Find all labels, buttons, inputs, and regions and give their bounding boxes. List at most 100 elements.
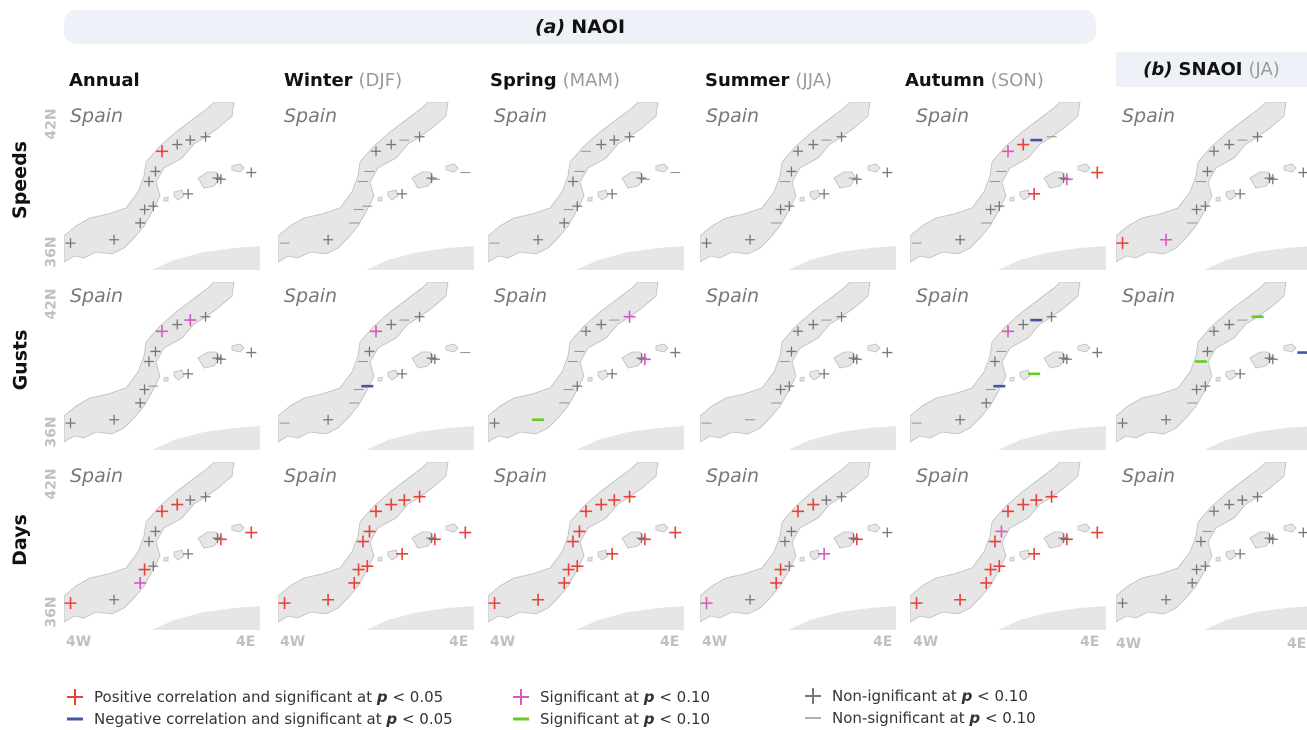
lon-label-4e: 4E [236, 634, 256, 650]
balearic-island [799, 196, 805, 202]
spain-map-label: Spain [70, 285, 124, 307]
balearic-island [163, 376, 169, 382]
station-marker-positive-nonsig [607, 188, 618, 199]
map-panel: Spain [278, 462, 474, 630]
spain-map-label: Spain [284, 285, 338, 307]
balearic-island [1077, 163, 1091, 173]
station-marker-positive-sig05 [595, 498, 608, 511]
station-marker-positive-sig05 [398, 494, 411, 507]
balearic-island [1019, 189, 1031, 201]
station-marker-positive-nonsig [143, 356, 154, 367]
legend-item-negative-05: Negative correlation and significant at … [64, 708, 453, 730]
station-marker-positive-sig10 [638, 353, 651, 366]
spain-map-label: Spain [494, 465, 548, 487]
station-marker-positive-nonsig [397, 188, 408, 199]
legend-item-positive-10: Significant at p < 0.10 [510, 686, 710, 708]
station-marker-positive-sig05 [993, 560, 1006, 573]
station-marker-positive-sig05 [356, 535, 369, 548]
station-marker-positive-nonsig [1202, 346, 1213, 357]
balearic-island [809, 369, 821, 381]
station-marker-positive-nonsig [808, 319, 819, 330]
station-marker-positive-nonsig [148, 201, 159, 212]
station-marker-positive-nonsig [1058, 533, 1069, 544]
map-panel: Spain [64, 462, 260, 630]
legend-group-ns: Non-ignificant at p < 0.10 Non-significa… [802, 685, 1036, 729]
station-marker-positive-sig10 [623, 310, 636, 323]
station-marker-positive-nonsig [200, 131, 211, 142]
station-marker-positive-nonsig [150, 346, 161, 357]
station-marker-positive-nonsig [1092, 347, 1103, 358]
station-marker-positive-nonsig [1195, 536, 1206, 547]
col-header-spring: Spring (MAM) [490, 70, 620, 91]
station-marker-positive-sig05 [488, 597, 501, 610]
station-marker-positive-nonsig [784, 381, 795, 392]
station-marker-positive-sig05 [980, 576, 993, 589]
balearic-island [1283, 163, 1297, 173]
spain-map-label: Spain [1122, 465, 1176, 487]
station-marker-positive-nonsig [784, 561, 795, 572]
station-marker-positive-sig10 [1002, 145, 1014, 158]
balearic-island [173, 549, 185, 561]
station-marker-positive-nonsig [148, 561, 159, 572]
station-marker-positive-nonsig [745, 594, 756, 605]
naoi-banner: (a) NAOI [64, 10, 1096, 44]
lon-label-4e: 4E [449, 634, 469, 650]
station-marker-positive-nonsig [609, 135, 620, 146]
station-marker-positive-sig05 [1002, 505, 1014, 518]
balearic-island [587, 376, 593, 382]
station-marker-positive-nonsig [1224, 139, 1235, 150]
station-marker-positive-nonsig [200, 311, 211, 322]
station-marker-positive-nonsig [819, 368, 830, 379]
station-marker-positive-sig05 [428, 533, 441, 546]
station-marker-positive-nonsig [848, 533, 859, 544]
map-panel: Spain [278, 282, 474, 450]
station-marker-positive-sig10 [1060, 173, 1073, 186]
station-marker-positive-sig05 [1028, 187, 1041, 200]
station-marker-positive-nonsig [559, 217, 570, 228]
map-panel: Spain [910, 282, 1106, 450]
station-marker-positive-nonsig [985, 204, 996, 215]
lat-label-42n: 42N [44, 288, 61, 320]
map-svg [488, 462, 684, 630]
col-name: Winter [284, 70, 353, 91]
lon-label-4e: 4E [1287, 636, 1307, 652]
station-marker-positive-nonsig [185, 135, 196, 146]
station-marker-positive-nonsig [786, 526, 797, 537]
balearic-island [231, 163, 245, 173]
station-marker-positive-nonsig [212, 353, 223, 364]
station-marker-positive-sig05 [1030, 494, 1043, 507]
station-marker-positive-nonsig [989, 356, 1000, 367]
legend-item-positive-ns: Non-ignificant at p < 0.10 [802, 685, 1036, 707]
station-marker-positive-nonsig [955, 414, 966, 425]
station-marker-positive-sig10 [818, 547, 831, 560]
balearic-island [411, 171, 435, 189]
balearic-island [173, 369, 185, 381]
balearic-island [1249, 171, 1273, 189]
station-marker-positive-sig05 [1017, 498, 1030, 511]
balearic-island [231, 343, 245, 353]
station-marker-positive-nonsig [955, 234, 966, 245]
station-marker-positive-sig05 [558, 576, 571, 589]
station-marker-positive-nonsig [426, 173, 437, 184]
station-marker-positive-nonsig [882, 167, 893, 178]
station-marker-positive-nonsig [1252, 131, 1263, 142]
station-marker-positive-sig05 [245, 526, 258, 539]
map-panel: Spain [488, 462, 684, 630]
station-marker-positive-sig05 [322, 593, 335, 606]
station-marker-positive-sig10 [184, 314, 197, 327]
station-marker-positive-sig10 [995, 525, 1008, 538]
col-sub: (DJF) [358, 70, 403, 91]
station-marker-positive-nonsig [65, 418, 76, 429]
map-svg [700, 282, 896, 450]
col-name: Summer [705, 70, 790, 91]
station-marker-positive-sig05 [363, 525, 376, 538]
balearic-island [1077, 523, 1091, 533]
africa-landmass [576, 606, 684, 630]
green-dash-icon [513, 717, 529, 721]
station-marker-positive-nonsig [183, 548, 194, 559]
col-sub: (MAM) [562, 70, 621, 91]
station-marker-positive-nonsig [808, 139, 819, 150]
station-marker-positive-nonsig [150, 166, 161, 177]
balearic-island [445, 163, 459, 173]
station-marker-positive-nonsig [139, 204, 150, 215]
